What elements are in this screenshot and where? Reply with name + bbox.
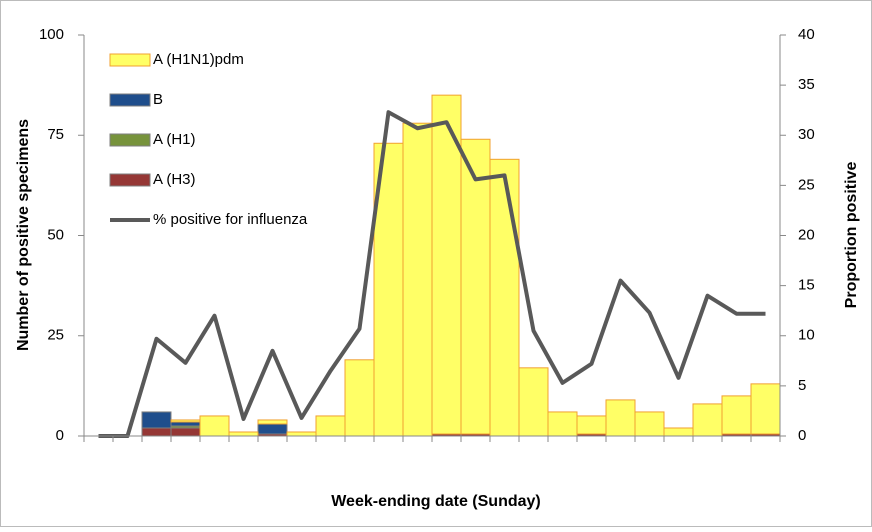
bar — [170, 427, 201, 437]
legend-swatch — [109, 93, 151, 107]
bar — [750, 383, 781, 435]
y-tick-label: 50 — [47, 226, 64, 243]
bar — [402, 122, 433, 437]
y2-tick-label: 35 — [798, 76, 815, 93]
legend-swatch — [109, 173, 151, 187]
y-tick-label: 25 — [47, 327, 64, 344]
bar — [663, 427, 694, 437]
y2-tick-label: 5 — [798, 377, 806, 394]
legend-label: A (H3) — [153, 171, 196, 188]
bar — [170, 419, 201, 423]
y2-tick-label: 30 — [798, 126, 815, 143]
bar — [605, 399, 636, 437]
bar — [228, 431, 259, 437]
bar — [460, 138, 491, 435]
bar — [489, 158, 520, 437]
legend-label: B — [153, 91, 163, 108]
y2-tick-label: 0 — [798, 427, 806, 444]
y2-tick-label: 15 — [798, 277, 815, 294]
bar — [170, 421, 201, 427]
legend-label: % positive for influenza — [153, 211, 308, 228]
line-series — [98, 110, 766, 438]
y2-tick-label: 10 — [798, 327, 815, 344]
bar — [315, 415, 346, 437]
bar — [141, 411, 172, 429]
y2-tick-label: 20 — [798, 226, 815, 243]
bar — [199, 415, 230, 437]
bar — [518, 367, 549, 437]
y-axis-title: Number of positive specimens — [15, 119, 32, 351]
bar — [431, 94, 462, 435]
x-axis-title: Week-ending date (Sunday) — [331, 493, 541, 510]
bar — [634, 411, 665, 437]
bar — [344, 359, 375, 437]
legend-swatch — [109, 133, 151, 147]
y2-tick-label: 25 — [798, 176, 815, 193]
bar — [257, 423, 288, 435]
bar — [721, 395, 752, 435]
y2-axis-title: Proportion positive — [843, 162, 860, 309]
bar — [547, 411, 578, 437]
bar — [141, 427, 172, 437]
bar — [692, 403, 723, 437]
y-tick-label: 75 — [47, 126, 64, 143]
bar — [286, 431, 317, 437]
legend-label: A (H1N1)pdm — [153, 51, 244, 68]
y2-tick-label: 40 — [798, 26, 815, 43]
y-tick-label: 100 — [39, 26, 64, 43]
y-tick-label: 0 — [56, 427, 64, 444]
legend-label: A (H1) — [153, 131, 196, 148]
bar — [576, 415, 607, 435]
legend-swatch — [109, 53, 151, 67]
bar — [257, 419, 288, 425]
